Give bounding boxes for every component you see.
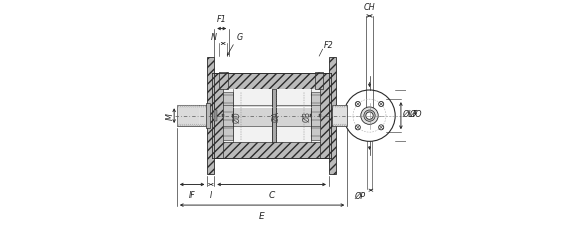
Bar [233,106,272,126]
Text: CH: CH [364,3,375,12]
Circle shape [355,102,360,107]
Bar [212,74,331,90]
Text: ØP: ØP [355,191,366,201]
Bar [319,114,321,118]
Bar [231,114,233,118]
Bar [310,114,311,118]
Text: ØO: ØO [410,109,422,118]
Bar [212,90,331,142]
Circle shape [355,125,360,130]
Bar [212,142,331,158]
Text: F1: F1 [217,15,226,24]
Text: IF: IF [189,190,195,199]
Text: ØB: ØB [303,111,312,122]
Bar [276,106,311,126]
Circle shape [366,112,373,120]
Text: E: E [259,211,265,220]
Bar [329,58,336,174]
Text: F2: F2 [324,41,333,50]
Text: ØLF: ØLF [403,109,418,118]
Bar [219,73,227,90]
Circle shape [379,102,384,107]
Bar [212,74,223,158]
Bar [214,110,217,122]
Bar [315,73,323,90]
Bar [311,92,320,140]
Bar [222,114,224,118]
Bar [320,74,331,158]
Bar [177,106,207,126]
Text: M: M [166,113,175,120]
Circle shape [364,110,375,122]
Text: G: G [237,33,243,42]
Bar [223,92,233,140]
Text: C: C [269,190,274,199]
Text: ØD: ØD [233,110,242,122]
Text: ØA: ØA [272,111,281,122]
Text: I: I [210,190,212,199]
Circle shape [344,91,395,142]
Circle shape [361,107,378,125]
Bar [207,58,214,174]
Bar [332,106,347,126]
Bar [272,90,276,142]
Bar [206,103,210,129]
Circle shape [379,125,384,130]
Text: N: N [210,33,217,42]
